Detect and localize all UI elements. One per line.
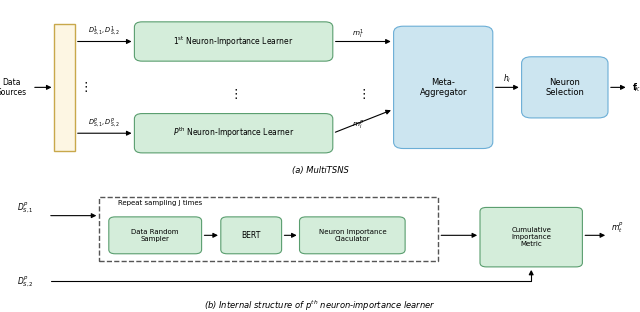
FancyBboxPatch shape (522, 57, 608, 118)
Text: $D^1_{S,1}, D^1_{S,2}$: $D^1_{S,1}, D^1_{S,2}$ (88, 25, 120, 38)
FancyBboxPatch shape (134, 22, 333, 61)
Text: $\mathbf{f}_{\!K}$: $\mathbf{f}_{\!K}$ (632, 81, 640, 94)
Text: $m^p_t$: $m^p_t$ (611, 221, 624, 235)
Text: Meta-
Aggregator: Meta- Aggregator (419, 78, 467, 97)
Text: Cumulative
Importance
Metric: Cumulative Importance Metric (511, 227, 551, 247)
Text: (b) Internal structure of $p^{th}$ neuron-importance learner: (b) Internal structure of $p^{th}$ neuro… (204, 299, 436, 312)
Text: $1^{\rm st}$ Neuron-Importance Learner: $1^{\rm st}$ Neuron-Importance Learner (173, 34, 294, 49)
Text: $\vdots$: $\vdots$ (357, 87, 366, 101)
Text: $\vdots$: $\vdots$ (229, 87, 238, 101)
FancyBboxPatch shape (300, 217, 405, 254)
Text: (a) MultiTSNS: (a) MultiTSNS (292, 166, 348, 175)
Text: Repeat sampling J times: Repeat sampling J times (118, 199, 202, 206)
FancyBboxPatch shape (109, 217, 202, 254)
Text: $D^P_{S,1}, D^P_{S,2}$: $D^P_{S,1}, D^P_{S,2}$ (88, 117, 120, 130)
FancyBboxPatch shape (99, 197, 438, 261)
Text: $P^{\rm th}$ Neuron-Importance Learner: $P^{\rm th}$ Neuron-Importance Learner (173, 126, 294, 140)
Text: Neuron
Selection: Neuron Selection (545, 78, 584, 97)
FancyBboxPatch shape (134, 114, 333, 153)
Text: $\vdots$: $\vdots$ (79, 80, 88, 94)
Text: $D^p_{S,1}$: $D^p_{S,1}$ (17, 200, 34, 215)
FancyBboxPatch shape (221, 217, 282, 254)
FancyBboxPatch shape (54, 24, 75, 151)
Text: Data
Sources: Data Sources (0, 78, 27, 97)
FancyBboxPatch shape (480, 207, 582, 267)
Text: $h_i$: $h_i$ (503, 72, 511, 85)
Text: $D^p_{S,2}$: $D^p_{S,2}$ (17, 274, 34, 289)
Text: $m^1_i$: $m^1_i$ (353, 27, 364, 41)
Text: BERT: BERT (241, 231, 261, 240)
Text: Neuron Importance
Claculator: Neuron Importance Claculator (319, 229, 386, 242)
FancyBboxPatch shape (394, 26, 493, 149)
Text: Data Random
Sampler: Data Random Sampler (131, 229, 179, 242)
Text: $m^P_i$: $m^P_i$ (352, 119, 365, 133)
